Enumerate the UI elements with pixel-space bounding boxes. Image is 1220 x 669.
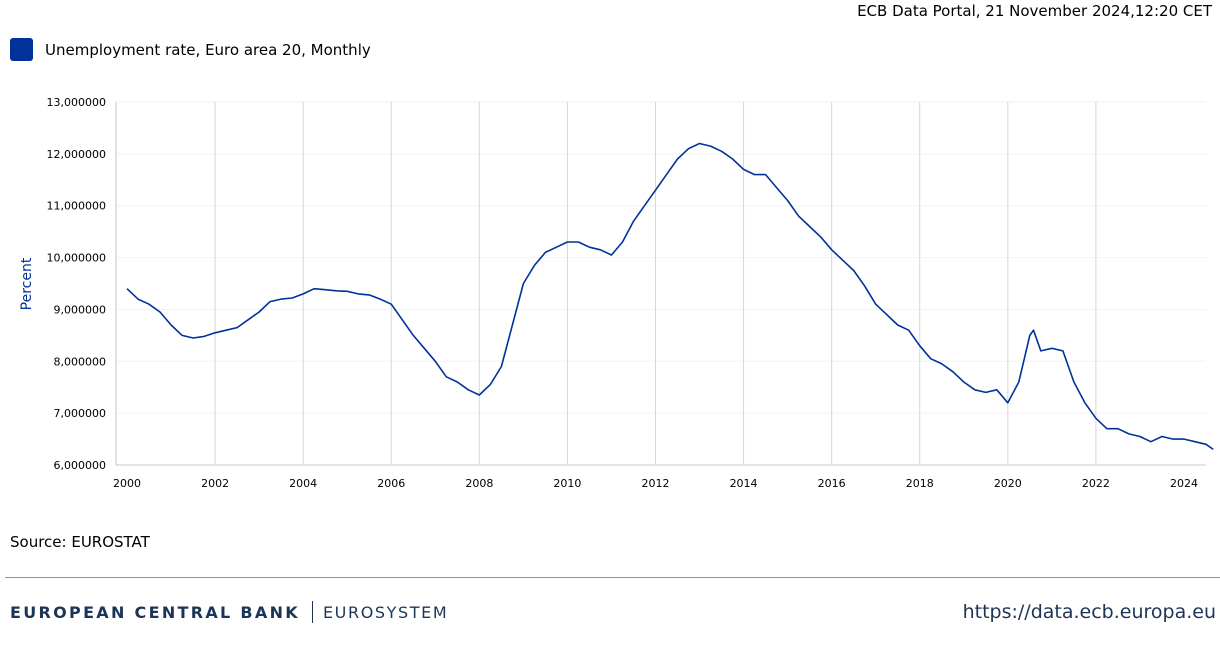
x-tick-label: 2014 (730, 477, 758, 490)
x-axis-ticks: 2000 2002 2004 2006 2008 2010 2012 2014 2016 2018… (113, 477, 1198, 490)
brand-divider (311, 601, 313, 623)
footer-divider (5, 577, 1220, 578)
y-tick-label: 8,000000 (54, 355, 107, 368)
portal-timestamp: ECB Data Portal, 21 November 2024,12:20 … (857, 2, 1212, 20)
x-tick-label: 2008 (465, 477, 493, 490)
x-tick-label: 2024 (1170, 477, 1198, 490)
series-line-unemployment[interactable] (126, 142, 1214, 451)
y-tick-label: 11,000000 (47, 200, 107, 213)
bank-name: EUROPEAN CENTRAL BANK (10, 602, 300, 622)
legend-label: Unemployment rate, Euro area 20, Monthly (45, 40, 371, 59)
y-tick-label: 6,000000 (54, 459, 107, 472)
y-tick-label: 13,000000 (47, 96, 107, 109)
footer-url-link[interactable]: https://data.ecb.europa.eu (962, 601, 1216, 623)
legend[interactable]: Unemployment rate, Euro area 20, Monthly (10, 38, 371, 61)
x-tick-label: 2016 (818, 477, 846, 490)
source-note: Source: EUROSTAT (10, 533, 150, 551)
bank-system: EUROSYSTEM (322, 602, 449, 622)
x-tick-label: 2002 (201, 477, 229, 490)
x-tick-label: 2022 (1082, 477, 1110, 490)
x-tick-label: 2012 (641, 477, 669, 490)
x-tick-label: 2010 (553, 477, 581, 490)
y-axis-ticks: 6,000000 7,000000 8,000000 9,000000 10,00000… (47, 96, 107, 472)
x-tick-label: 2000 (113, 477, 141, 490)
x-tick-label: 2004 (289, 477, 317, 490)
x-tick-label: 2006 (377, 477, 405, 490)
bank-brand: EUROPEAN CENTRAL BANK EUROSYSTEM (10, 601, 448, 623)
line-chart: 6,000000 7,000000 8,000000 9,000000 10,00000… (19, 96, 1214, 490)
vertical-gridlines (214, 102, 1097, 465)
legend-swatch (10, 38, 33, 61)
y-tick-label: 10,000000 (47, 252, 107, 265)
footer: EUROPEAN CENTRAL BANK EUROSYSTEM https:/… (10, 601, 1216, 623)
y-tick-label: 12,000000 (47, 148, 107, 161)
x-tick-label: 2020 (994, 477, 1022, 490)
y-tick-label: 7,000000 (54, 407, 107, 420)
y-axis-label: Percent (19, 257, 35, 310)
x-tick-label: 2018 (906, 477, 934, 490)
y-tick-label: 9,000000 (54, 303, 107, 316)
horizontal-gridlines (116, 101, 1206, 466)
